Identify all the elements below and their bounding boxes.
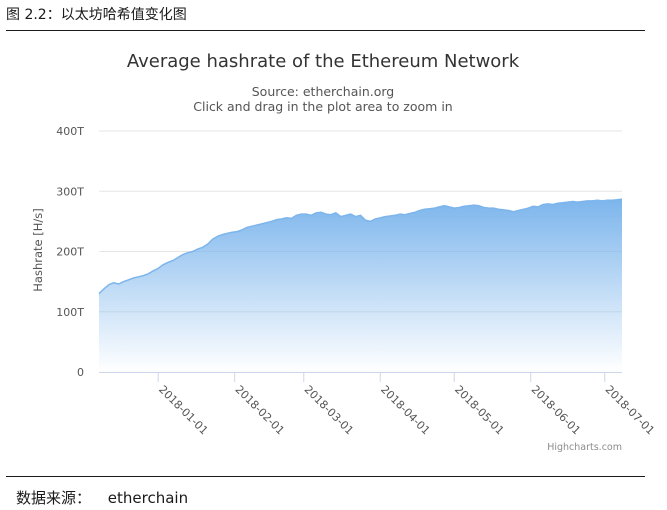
series-area-fill	[99, 199, 622, 372]
x-tick-label: 2018-01-01	[156, 383, 210, 437]
y-axis-title: Hashrate [H/s]	[31, 208, 45, 291]
y-tick-label: 400T	[56, 125, 84, 138]
source-rule	[6, 476, 645, 477]
source-note: 数据来源： etherchain	[16, 487, 188, 508]
figure-caption: 图 2.2：以太坊哈希值变化图	[6, 7, 187, 23]
series-area	[98, 198, 623, 372]
highcharts-credits[interactable]: Highcharts.com	[547, 442, 622, 453]
x-tick-label: 2018-05-01	[452, 383, 506, 437]
y-tick-label: 200T	[56, 246, 84, 259]
y-tick-label: 100T	[56, 306, 84, 319]
hashrate-chart[interactable]: Average hashrate of the Ethereum Network…	[0, 0, 667, 476]
chart-subtitle: Source: etherchain.org	[252, 84, 395, 99]
y-tick-label: 0	[77, 366, 84, 379]
x-tick-label: 2018-02-01	[233, 383, 287, 437]
chart-title: Average hashrate of the Ethereum Network	[127, 51, 520, 72]
source-value: etherchain	[107, 489, 189, 507]
source-label: 数据来源：	[16, 489, 92, 507]
y-tick-label: 300T	[56, 185, 84, 198]
x-tick-label: 2018-03-01	[302, 383, 356, 437]
x-tick-label: 2018-06-01	[529, 383, 583, 437]
caption-rule	[6, 30, 645, 31]
x-tick-label: 2018-07-01	[603, 383, 657, 437]
chart-subtitle-hint: Click and drag in the plot area to zoom …	[193, 99, 452, 114]
x-tick-label: 2018-04-01	[378, 383, 432, 437]
series-line	[98, 198, 623, 295]
